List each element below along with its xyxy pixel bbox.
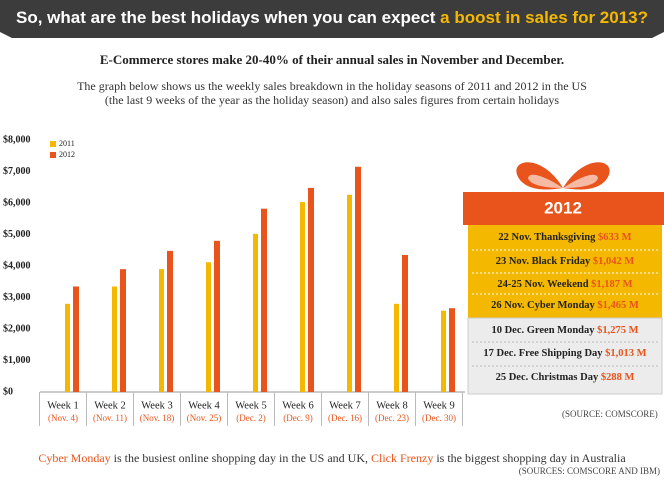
holiday-row: 25 Dec. Christmas Day $288 M [496,372,635,383]
x-tick-date: (Dec. 23) [375,413,409,423]
header-title: So, what are the best holidays when you … [16,8,648,27]
x-tick-label: Week 1 [47,400,79,411]
footer-highlight: Cyber Monday [38,451,110,465]
y-tick-label: $5,000 [3,229,31,240]
intro-line: The graph below shows us the weekly sale… [77,79,587,93]
holiday-label: 24-25 Nov. Weekend [497,279,588,290]
bar [308,187,314,392]
holiday-label: 10 Dec. Green Monday [491,325,595,336]
holiday-label: 23 Nov. Black Friday [496,256,591,267]
x-tick-date: (Nov. 4) [48,413,78,423]
gift-lid [463,192,664,225]
holiday-label: 26 Nov. Cyber Monday [491,300,595,311]
holiday-row: 10 Dec. Green Monday $1,275 M [491,325,638,336]
bar [112,286,117,392]
x-tick-label: Week 2 [94,400,126,411]
bar [206,262,211,392]
bar [73,286,79,392]
y-tick-label: $6,000 [3,197,31,208]
bar [347,194,352,392]
legend-label: 2011 [59,139,75,148]
intro-line: (the last 9 weeks of the year as the hol… [105,93,560,107]
x-tick-label: Week 3 [141,400,173,411]
y-tick-label: $7,000 [3,166,31,177]
legend-swatch [50,141,56,147]
y-tick-label: $1,000 [3,355,31,366]
x-tick-label: Week 7 [329,400,361,411]
panel-november [468,225,662,318]
headline: E-Commerce stores make 20-40% of their a… [100,52,564,67]
x-tick-label: Week 9 [423,400,455,411]
x-tick-date: (Dec. 2) [236,413,265,423]
holiday-amount: $288 M [601,372,635,383]
x-tick-date: (Nov. 25) [187,413,221,423]
bar [261,208,267,392]
bar [120,269,126,392]
x-tick-label: Week 8 [376,400,408,411]
footer-part: is the biggest shopping day in Australia [433,451,626,465]
bar [402,254,408,392]
y-tick-label: $0 [3,386,13,397]
y-tick-label: $2,000 [3,323,31,334]
x-tick-date: (Dec. 9) [283,413,312,423]
holiday-label: 17 Dec. Free Shipping Day [483,348,603,359]
holiday-row: 17 Dec. Free Shipping Day $1,013 M [483,348,646,359]
holiday-label: 22 Nov. Thanksgiving [498,232,596,243]
holiday-row: 24-25 Nov. Weekend $1,187 M [497,279,632,290]
holiday-amount: $633 M [598,232,632,243]
bar [441,310,446,392]
bar [300,202,305,392]
footer-text: Cyber Monday is the busiest online shopp… [38,451,626,465]
footer-source: (SOURCES: COMSCORE AND IBM) [519,466,660,476]
x-tick-date: (Nov. 11) [93,413,127,423]
gift-bow [516,162,610,190]
bar [65,303,70,392]
x-tick-date: (Dec. 30) [422,413,456,423]
x-tick-label: Week 5 [235,400,267,411]
footer-highlight: Click Frenzy [371,451,433,465]
title-highlight: a boost in sales for 2013? [440,8,648,27]
footer-part: is the busiest online shopping day in th… [111,451,371,465]
panel-year: 2012 [544,198,582,217]
panel-december [467,317,663,395]
bar [159,269,164,392]
title-start: So, what are the best holidays when you … [16,8,440,27]
legend-label: 2012 [59,150,75,159]
x-tick-label: Week 4 [188,400,220,411]
holiday-amount: $1,013 M [605,348,647,359]
holiday-label: 25 Dec. Christmas Day [496,372,599,383]
holiday-row: 22 Nov. Thanksgiving $633 M [498,232,631,243]
bar [214,240,220,392]
bar [167,250,173,392]
holiday-amount: $1,275 M [597,325,639,336]
legend-swatch [50,152,56,158]
holiday-amount: $1,042 M [593,256,635,267]
x-tick-label: Week 6 [282,400,314,411]
holiday-amount: $1,187 M [591,279,633,290]
y-tick-label: $8,000 [3,134,31,145]
x-tick-date: (Nov. 18) [140,413,174,423]
bar [355,166,361,392]
bar [253,233,258,392]
header-band [0,0,664,38]
holiday-row: 23 Nov. Black Friday $1,042 M [496,256,635,267]
holiday-amount: $1,465 M [597,300,639,311]
x-tick-date: (Dec. 16) [328,413,362,423]
y-tick-label: $3,000 [3,292,31,303]
chart-source: (SOURCE: COMSCORE) [562,409,658,419]
bar [394,303,399,392]
bar [449,308,455,392]
y-tick-label: $4,000 [3,260,31,271]
holiday-row: 26 Nov. Cyber Monday $1,465 M [491,300,639,311]
